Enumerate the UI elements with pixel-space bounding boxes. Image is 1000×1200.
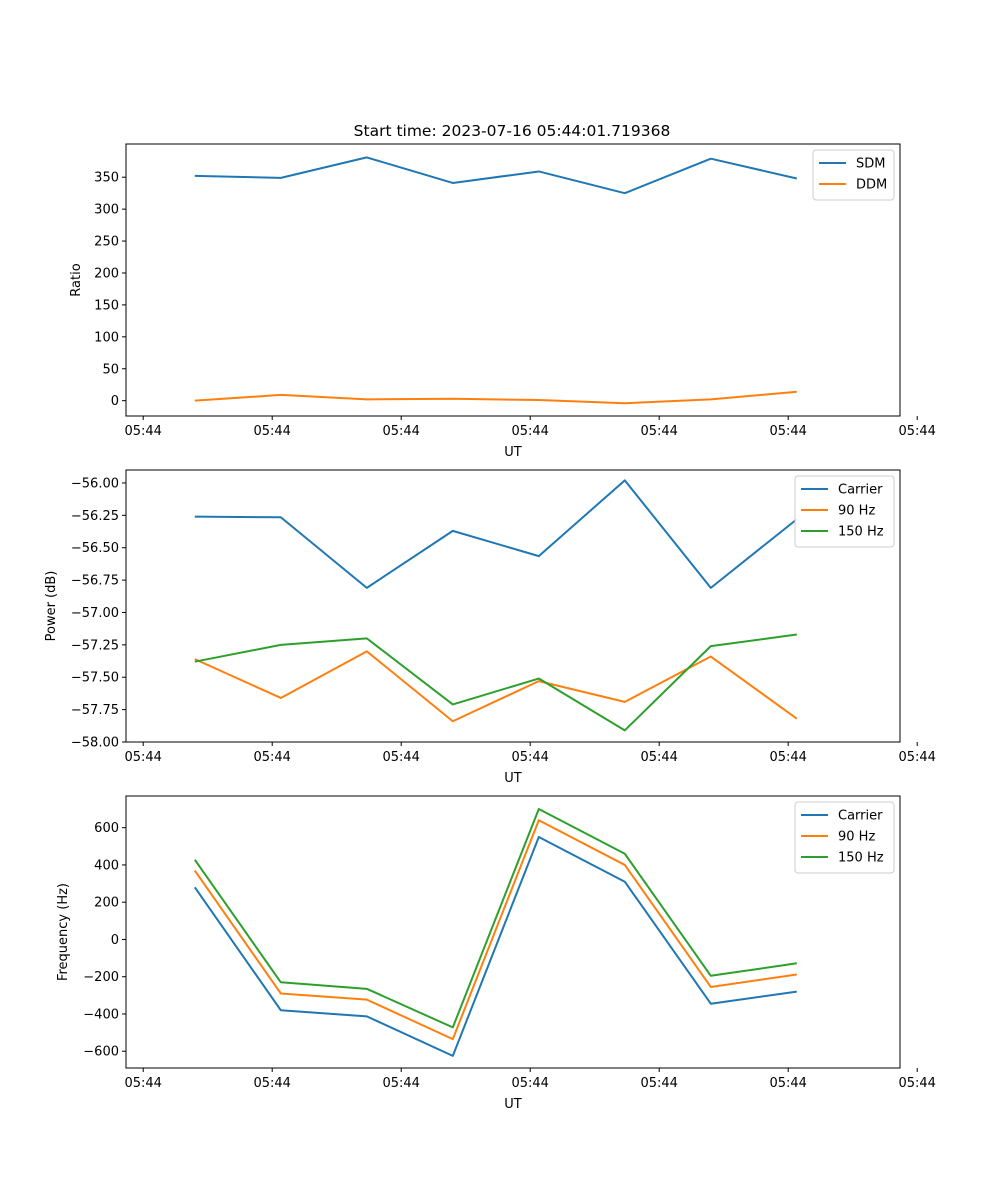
chart-panel-2: 05:44 05:44 05:44 05:44 05:44 05:44 05:44 −58.0… xyxy=(44,469,936,786)
y-tick-label: 200 xyxy=(94,896,119,911)
axes-frame xyxy=(125,469,901,743)
legend-label: SDM xyxy=(856,157,885,172)
legend-box xyxy=(794,475,895,548)
series-line-90-hz xyxy=(194,650,798,723)
x-tick-label: 05:44 xyxy=(253,750,290,765)
x-axis-label: UT xyxy=(504,771,522,786)
y-axis-label: Power (dB) xyxy=(44,571,59,642)
x-tick-label: 05:44 xyxy=(769,750,806,765)
series-line-150-hz xyxy=(194,633,797,732)
y-tick-label: 0 xyxy=(111,394,119,409)
legend: Carrier 90 Hz 150 Hz xyxy=(794,801,895,874)
legend: Carrier 90 Hz 150 Hz xyxy=(794,475,895,548)
x-axis-label: UT xyxy=(504,1097,522,1112)
x-tick-label: 05:44 xyxy=(640,1076,677,1091)
y-tick-label: 300 xyxy=(94,203,119,218)
y-tick-label: 100 xyxy=(94,330,119,345)
y-tick-label: −57.25 xyxy=(71,638,119,653)
y-tick-label: 50 xyxy=(102,362,119,377)
x-tick-label: 05:44 xyxy=(382,424,419,439)
x-tick-label: 05:44 xyxy=(898,750,935,765)
legend-label: 90 Hz xyxy=(838,504,875,519)
x-tick-label: 05:44 xyxy=(511,1076,548,1091)
series-line-sdm xyxy=(194,156,798,195)
y-tick-label: 600 xyxy=(94,821,119,836)
chart-panel-3: 05:44 05:44 05:44 05:44 05:44 05:44 05:44 −600 −… xyxy=(56,795,936,1112)
y-tick-label: 400 xyxy=(94,858,119,873)
y-tick-label: −57.50 xyxy=(71,671,119,686)
x-axis-label: UT xyxy=(504,445,522,460)
y-tick-label: −57.00 xyxy=(71,606,119,621)
y-axis-label: Ratio xyxy=(69,263,84,296)
legend: SDM DDM xyxy=(812,149,895,201)
y-tick-label: −56.50 xyxy=(71,541,119,556)
y-tick-label: −200 xyxy=(83,970,119,985)
series-line-ddm xyxy=(194,390,797,405)
y-tick-label: −400 xyxy=(83,1007,119,1022)
legend-label: DDM xyxy=(856,178,887,193)
y-tick-label: 150 xyxy=(94,298,119,313)
legend-label: Carrier xyxy=(838,809,883,824)
x-tick-label: 05:44 xyxy=(640,750,677,765)
x-tick-label: 05:44 xyxy=(124,1076,161,1091)
x-tick-label: 05:44 xyxy=(124,424,161,439)
legend-label: 150 Hz xyxy=(838,851,884,866)
y-tick-label: 250 xyxy=(94,235,119,250)
figure-title: Start time: 2023-07-16 05:44:01.719368 xyxy=(354,122,671,140)
x-tick-label: 05:44 xyxy=(382,1076,419,1091)
x-tick-label: 05:44 xyxy=(253,1076,290,1091)
chart-panel-1: 05:44 05:44 05:44 05:44 05:44 05:44 05:44 0 50 10… xyxy=(69,143,936,460)
y-axis-label: Frequency (Hz) xyxy=(56,883,71,981)
series-line-carrier xyxy=(193,835,797,1057)
x-tick-label: 05:44 xyxy=(898,424,935,439)
y-tick-label: −600 xyxy=(83,1045,119,1060)
y-tick-label: 0 xyxy=(111,933,119,948)
series-line-150-hz xyxy=(193,808,797,1029)
x-tick-label: 05:44 xyxy=(769,1076,806,1091)
panels: 05:44 05:44 05:44 05:44 05:44 05:44 05:44 0 50 10… xyxy=(44,143,936,1112)
legend-label: Carrier xyxy=(838,483,883,498)
x-tick-label: 05:44 xyxy=(511,750,548,765)
legend-label: 90 Hz xyxy=(838,830,875,845)
axes-frame xyxy=(125,143,901,417)
y-tick-label: −58.00 xyxy=(71,736,119,751)
legend-label: 150 Hz xyxy=(838,525,884,540)
axes-frame xyxy=(125,795,901,1069)
x-tick-label: 05:44 xyxy=(253,424,290,439)
x-tick-label: 05:44 xyxy=(382,750,419,765)
y-tick-label: 200 xyxy=(94,266,119,281)
y-tick-label: −57.75 xyxy=(71,703,119,718)
x-tick-label: 05:44 xyxy=(640,424,677,439)
x-tick-label: 05:44 xyxy=(898,1076,935,1091)
x-tick-label: 05:44 xyxy=(511,424,548,439)
series-line-90-hz xyxy=(193,819,797,1041)
y-tick-label: 350 xyxy=(94,171,119,186)
y-tick-label: −56.75 xyxy=(71,574,119,589)
y-tick-label: −56.00 xyxy=(71,476,119,491)
series-line-carrier xyxy=(194,479,798,589)
x-tick-label: 05:44 xyxy=(769,424,806,439)
y-tick-label: −56.25 xyxy=(71,509,119,524)
x-tick-label: 05:44 xyxy=(124,750,161,765)
legend-box xyxy=(794,801,895,874)
